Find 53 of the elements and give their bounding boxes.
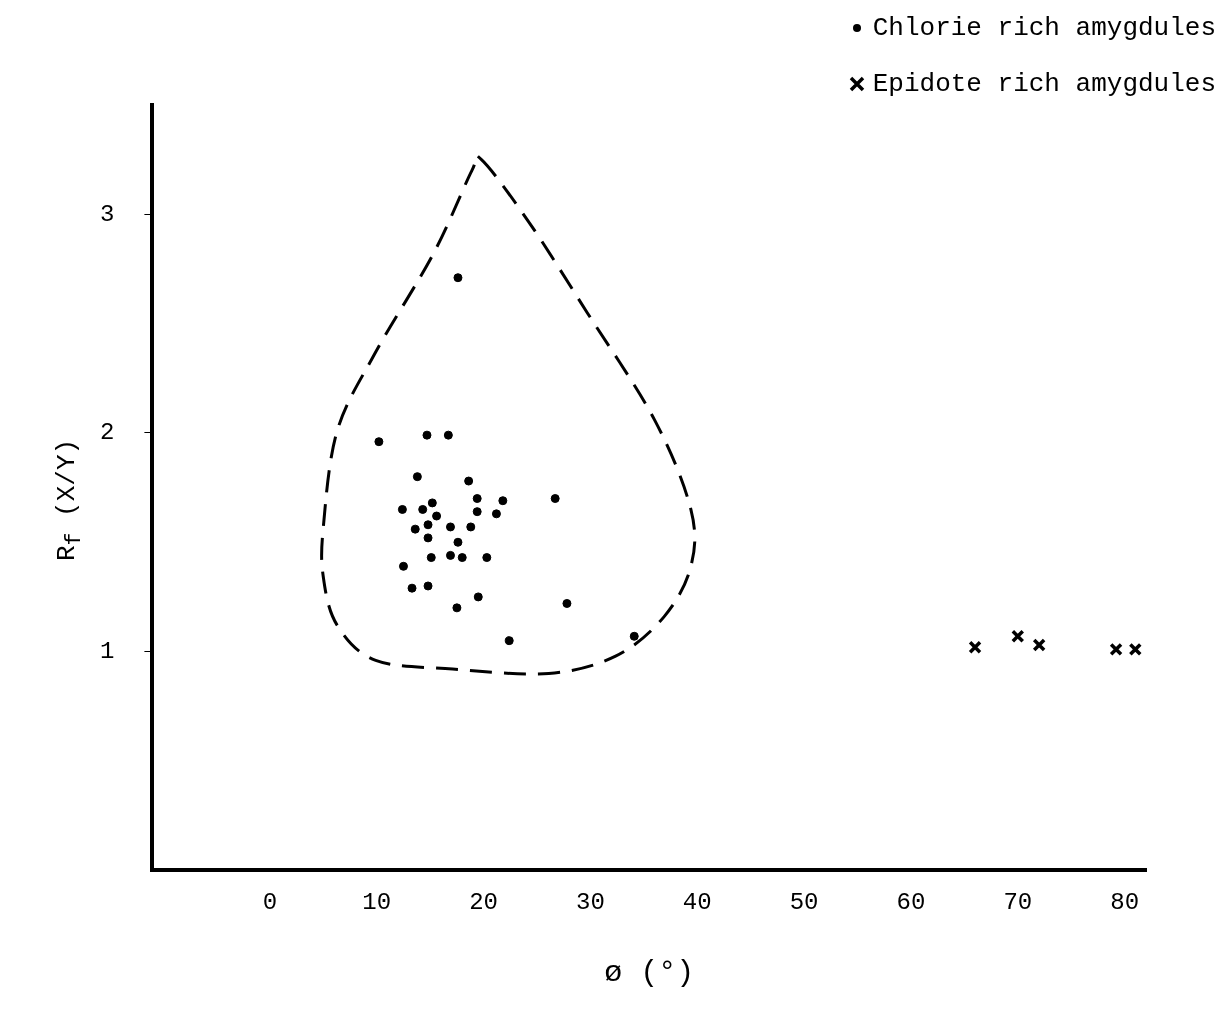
point xyxy=(427,498,437,508)
x-tick-label: 0 xyxy=(262,888,278,916)
point xyxy=(422,430,432,440)
point xyxy=(1109,642,1123,657)
point xyxy=(423,520,433,530)
point xyxy=(562,598,572,608)
point xyxy=(464,476,474,486)
point xyxy=(443,430,453,440)
point xyxy=(432,511,442,521)
point xyxy=(407,583,417,593)
point xyxy=(473,592,483,602)
point xyxy=(398,561,408,571)
point xyxy=(482,553,492,563)
point xyxy=(1128,642,1143,657)
point xyxy=(466,522,476,532)
x-tick-label: 50 xyxy=(789,888,819,916)
point xyxy=(472,507,482,517)
y-tick-label: 2 xyxy=(100,419,115,447)
point xyxy=(423,533,433,543)
point xyxy=(629,631,639,641)
point xyxy=(418,504,428,514)
point xyxy=(423,581,433,591)
y-tick-label: 3 xyxy=(100,200,115,228)
x-tick-label: 70 xyxy=(1003,888,1033,916)
legend-label: Chlorie rich amygdules xyxy=(872,12,1216,45)
x-tick-label: 40 xyxy=(682,888,712,916)
point xyxy=(472,494,482,504)
legend-label: Epidote rich amygdules xyxy=(872,68,1216,101)
x-tick-label: 80 xyxy=(1110,888,1140,916)
point xyxy=(457,553,467,563)
point xyxy=(397,504,407,514)
point xyxy=(504,636,514,646)
point xyxy=(452,603,462,613)
point xyxy=(426,553,436,563)
point xyxy=(410,524,420,534)
x-tick-label: 60 xyxy=(896,888,926,916)
point xyxy=(968,640,982,654)
point xyxy=(491,509,501,519)
point xyxy=(550,494,560,504)
point xyxy=(1011,629,1025,643)
x-tick-label: 10 xyxy=(362,888,392,916)
point xyxy=(412,472,422,482)
point xyxy=(453,273,463,283)
point xyxy=(498,496,508,506)
x-tick-label: 30 xyxy=(576,888,605,916)
point xyxy=(445,522,455,532)
point xyxy=(1032,638,1046,652)
point xyxy=(453,537,463,547)
y-tick-label: 1 xyxy=(100,637,115,665)
x-tick-label: 20 xyxy=(469,888,499,916)
point xyxy=(445,550,455,560)
point xyxy=(374,437,384,447)
x-axis-title: ø (°) xyxy=(604,955,695,990)
